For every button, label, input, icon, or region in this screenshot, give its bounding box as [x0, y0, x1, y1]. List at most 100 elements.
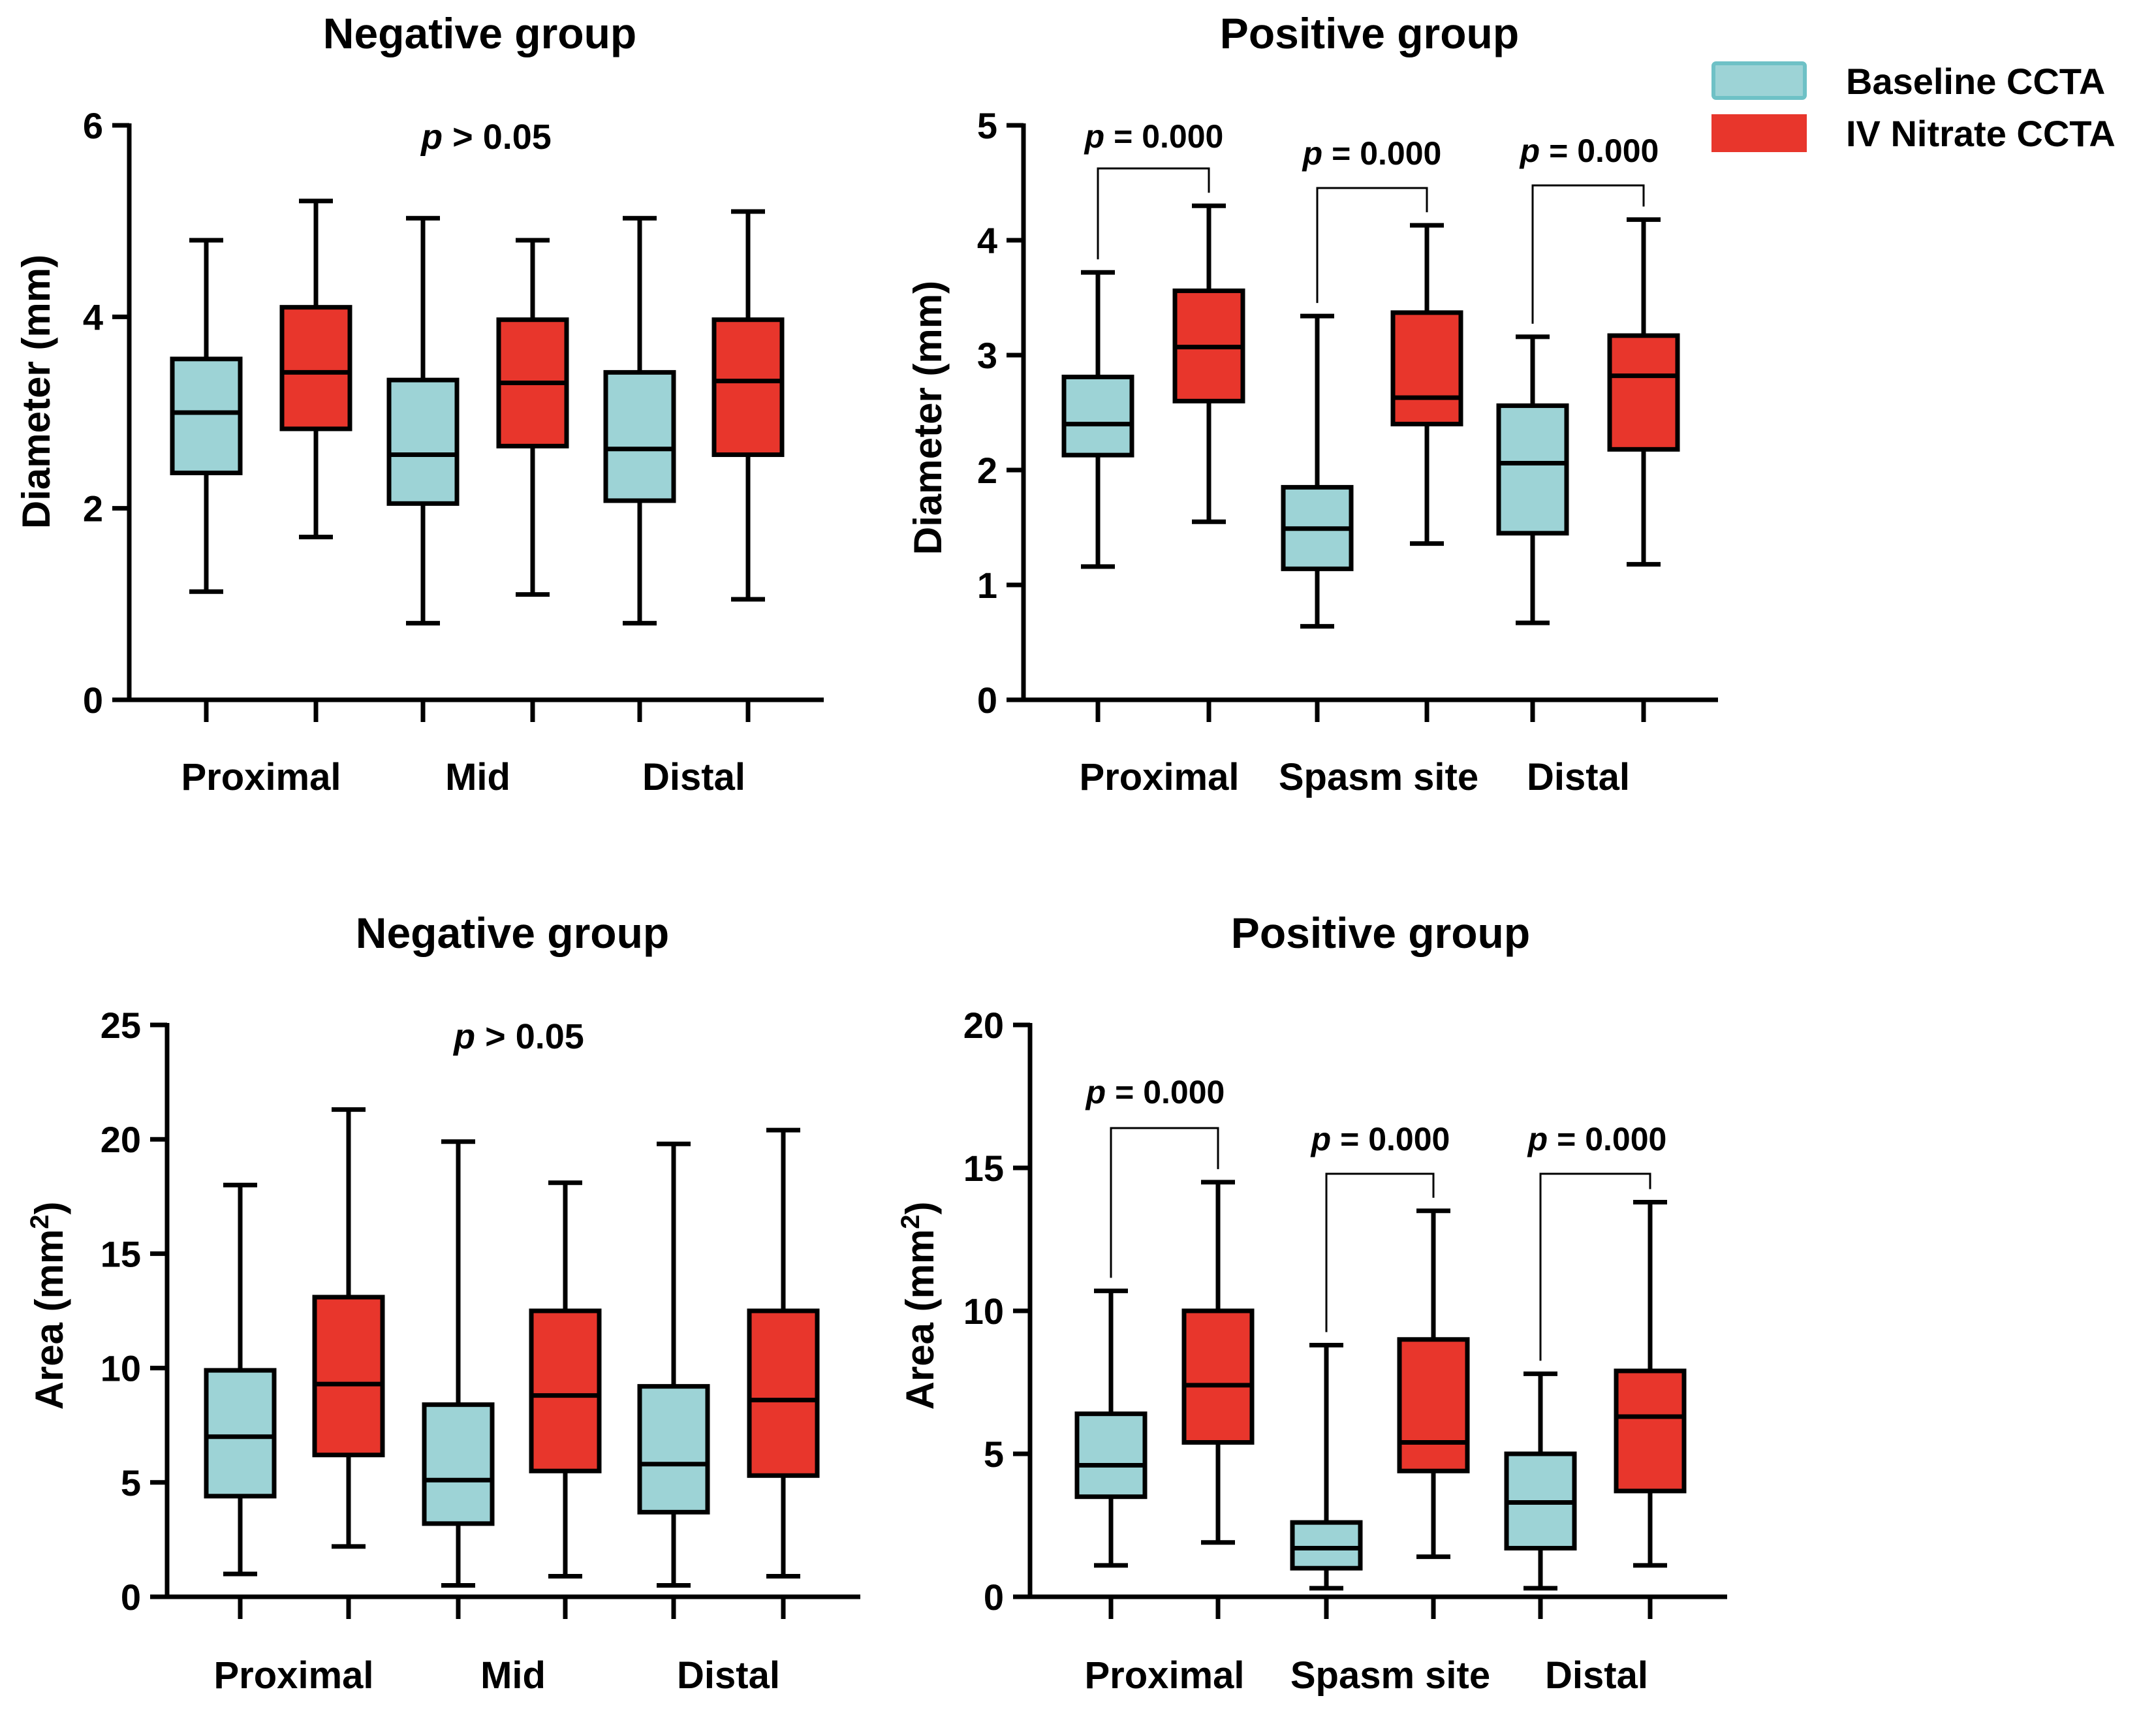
x-axis-labels: Proximal Mid Distal [214, 1654, 780, 1697]
significance-brackets [1097, 167, 1645, 324]
significance-bracket [1539, 1172, 1651, 1361]
box-nitrate [711, 209, 785, 602]
box-iqr [279, 305, 352, 432]
y-tick-label: 15 [963, 1148, 1004, 1189]
chart-axes: 0 1 2 3 4 5 [977, 105, 1718, 722]
box-iqr [1061, 374, 1134, 458]
y-axis-label: Diameter (mm) [14, 255, 58, 529]
box-nitrate [279, 198, 352, 540]
y-tick-label: 10 [963, 1291, 1004, 1332]
box-iqr [312, 1295, 385, 1458]
y-tick-label: 10 [101, 1348, 141, 1389]
x-tick-label: Proximal [181, 756, 341, 798]
x-axis-labels: Proximal Spasm site Distal [1080, 756, 1630, 798]
p-value-annotation: p = 0.000 [1085, 1074, 1225, 1110]
significance-bracket [1325, 1172, 1435, 1332]
significance-bracket [1097, 167, 1210, 260]
significance-bracket [1531, 184, 1645, 324]
box-iqr [1181, 1308, 1255, 1445]
box-nitrate [1390, 223, 1463, 546]
chart-boxes [204, 1107, 820, 1588]
x-tick-label: Spasm site [1279, 756, 1478, 798]
chart-title: Positive group [1231, 909, 1530, 957]
y-tick-label: 6 [83, 105, 103, 146]
x-tick-label: Distal [1545, 1654, 1648, 1697]
x-tick-label: Spasm site [1290, 1654, 1490, 1697]
p-value-annotation: p = 0.000 [1084, 118, 1224, 155]
box-baseline [204, 1182, 277, 1577]
box-iqr [1290, 1520, 1363, 1571]
box-iqr [529, 1308, 602, 1473]
y-tick-label: 0 [984, 1577, 1004, 1618]
box-nitrate [1172, 203, 1245, 524]
box-nitrate [1181, 1180, 1255, 1545]
chart-axes: 0 5 10 15 20 25 [101, 1005, 860, 1619]
p-value-annotation: p > 0.05 [452, 1017, 584, 1056]
y-tick-label: 20 [963, 1005, 1004, 1046]
chart-title: Positive group [1220, 9, 1519, 57]
chart-axes: 0 2 4 6 [83, 105, 824, 722]
significance-brackets [1110, 1127, 1651, 1361]
y-tick-label: 4 [83, 296, 103, 338]
box-nitrate [496, 238, 569, 597]
box-nitrate [1397, 1208, 1470, 1560]
box-iqr [637, 1384, 710, 1515]
y-tick-label: 25 [101, 1005, 141, 1046]
box-nitrate [1607, 217, 1680, 567]
box-iqr [386, 377, 460, 506]
x-tick-label: Distal [642, 756, 745, 798]
y-axis-label: Area (mm2) [25, 1201, 71, 1409]
chart-axes: 0 5 10 15 20 [963, 1005, 1727, 1619]
chart-boxes [1061, 203, 1680, 629]
p-value-annotation: p = 0.000 [1310, 1121, 1450, 1157]
box-nitrate [312, 1107, 385, 1549]
y-tick-label: 0 [121, 1577, 141, 1618]
box-iqr [1397, 1337, 1470, 1473]
x-tick-label: Proximal [1085, 1654, 1245, 1697]
box-baseline [422, 1139, 495, 1588]
chart-title: Negative group [356, 909, 669, 957]
box-iqr [1496, 403, 1569, 536]
box-iqr [422, 1402, 495, 1526]
panel-positive-area: Positive group Area (mm2) 0 5 10 15 20 Proxi… [896, 909, 1727, 1697]
legend-item-nitrate[interactable]: IV Nitrate CCTA [1711, 113, 2116, 154]
box-baseline [1504, 1371, 1577, 1591]
y-tick-label: 2 [83, 488, 103, 529]
box-baseline [170, 238, 243, 594]
box-iqr [1607, 333, 1680, 452]
y-tick-label: 5 [984, 1434, 1004, 1475]
box-iqr [1074, 1411, 1148, 1500]
x-axis-labels: Proximal Spasm site Distal [1085, 1654, 1648, 1697]
box-baseline [1281, 313, 1354, 629]
y-axis-label: Diameter (mm) [906, 281, 950, 555]
box-baseline [1496, 334, 1569, 625]
legend-item-baseline[interactable]: Baseline CCTA [1711, 61, 2105, 102]
y-tick-label: 5 [977, 105, 997, 146]
y-tick-label: 5 [121, 1462, 141, 1503]
box-iqr [603, 369, 676, 503]
y-tick-label: 0 [977, 680, 997, 721]
p-value-annotation: p = 0.000 [1527, 1121, 1667, 1157]
significance-bracket [1110, 1127, 1219, 1278]
box-iqr [1614, 1368, 1687, 1494]
box-baseline [603, 215, 676, 626]
box-nitrate [1614, 1200, 1687, 1568]
panel-positive-diameter: Positive group Diameter (mm) 0 1 2 3 4 5 Prox… [906, 9, 1718, 798]
chart-boxes [1074, 1180, 1687, 1591]
x-axis-labels: Proximal Mid Distal [181, 756, 745, 798]
box-baseline [1290, 1343, 1363, 1591]
box-nitrate [747, 1127, 820, 1579]
y-tick-label: 1 [977, 565, 997, 606]
box-iqr [747, 1308, 820, 1478]
x-tick-label: Mid [445, 756, 510, 798]
p-value-annotation: p = 0.000 [1302, 135, 1442, 172]
x-tick-label: Distal [677, 1654, 780, 1697]
y-tick-label: 0 [83, 680, 103, 721]
box-iqr [711, 317, 785, 458]
p-value-annotation: p = 0.000 [1519, 133, 1659, 169]
legend: Baseline CCTA IV Nitrate CCTA [1711, 61, 2116, 154]
y-tick-label: 2 [977, 450, 997, 491]
y-tick-label: 20 [101, 1119, 141, 1160]
box-baseline [1074, 1288, 1148, 1568]
y-tick-label: 15 [101, 1233, 141, 1274]
